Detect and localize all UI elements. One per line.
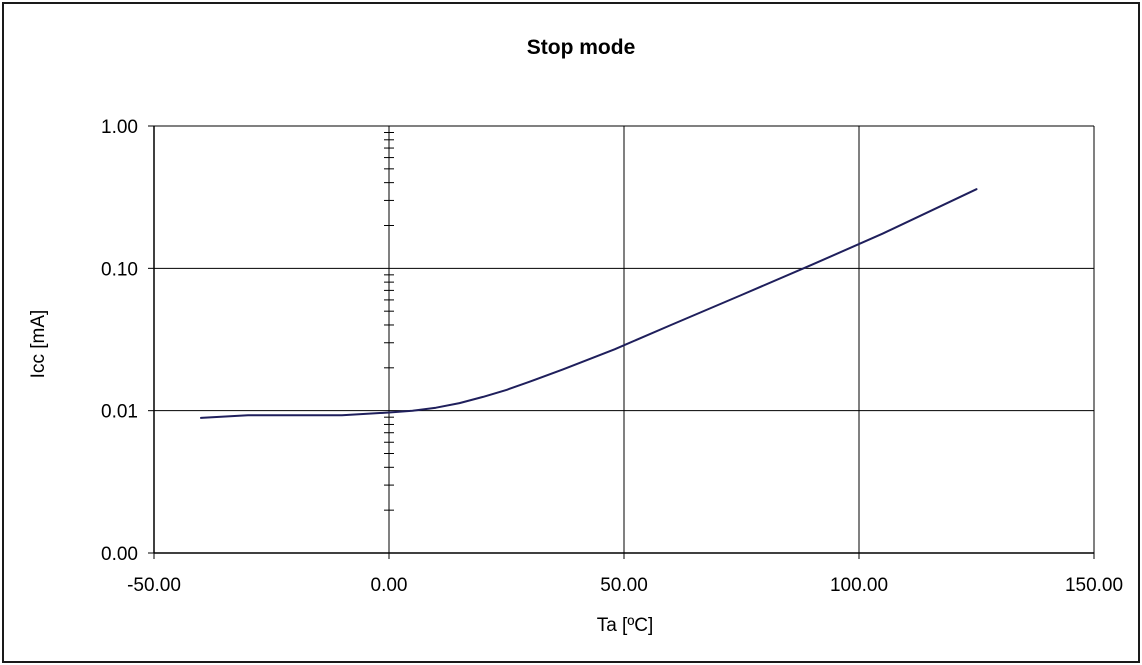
x-tick-label: 50.00 <box>600 575 648 596</box>
chart-title: Stop mode <box>527 36 636 59</box>
x-tick-label: 150.00 <box>1065 575 1123 596</box>
y-tick-label: 0.00 <box>101 544 138 565</box>
tick-labels: 0.00 0.01 0.10 1.00 -50.00 0.00 50.00 100.00 150… <box>101 117 1123 596</box>
y-tick-label: 1.00 <box>101 117 138 138</box>
y-tick-label: 0.10 <box>101 259 138 280</box>
grid <box>154 125 1095 553</box>
y-axis-title: Icc [mA] <box>28 310 49 379</box>
x-axis-title: Ta [ºC] <box>597 615 654 636</box>
series-layer <box>200 188 978 419</box>
axes <box>148 125 1095 559</box>
series-line <box>200 188 978 419</box>
x-tick-label: 100.00 <box>830 575 888 596</box>
chart: Stop mode 0.00 0.01 0.10 1.00 -50.00 0.00 50.0… <box>28 36 1123 636</box>
x-tick-label: 0.00 <box>371 575 408 596</box>
x-tick-label: -50.00 <box>127 575 181 596</box>
minor-ticks <box>384 132 394 511</box>
y-tick-label: 0.01 <box>101 402 138 423</box>
